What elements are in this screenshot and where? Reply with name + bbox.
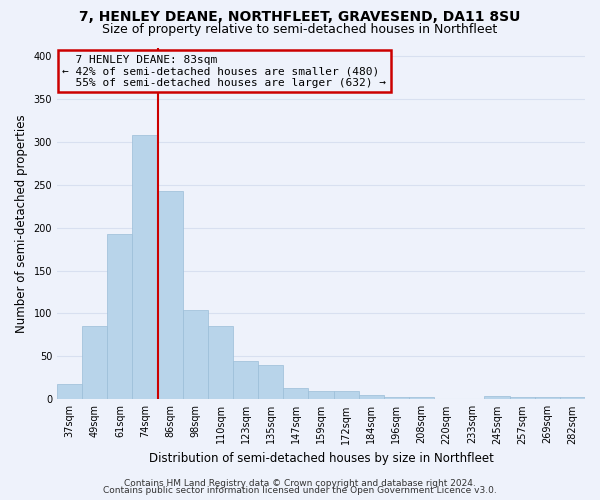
Bar: [158, 191, 183, 400]
Bar: [384, 396, 409, 400]
Text: Size of property relative to semi-detached houses in Northfleet: Size of property relative to semi-detach…: [103, 22, 497, 36]
Text: 7 HENLEY DEANE: 83sqm
← 42% of semi-detached houses are smaller (480)
  55% of s: 7 HENLEY DEANE: 83sqm ← 42% of semi-deta…: [62, 54, 386, 88]
Bar: [359, 395, 384, 400]
Bar: [334, 390, 359, 400]
Bar: [283, 388, 308, 400]
Bar: [233, 360, 258, 400]
Bar: [258, 365, 283, 400]
Text: 7, HENLEY DEANE, NORTHFLEET, GRAVESEND, DA11 8SU: 7, HENLEY DEANE, NORTHFLEET, GRAVESEND, …: [79, 10, 521, 24]
X-axis label: Distribution of semi-detached houses by size in Northfleet: Distribution of semi-detached houses by …: [149, 452, 493, 465]
Bar: [82, 326, 107, 400]
Bar: [509, 396, 535, 400]
Text: Contains HM Land Registry data © Crown copyright and database right 2024.: Contains HM Land Registry data © Crown c…: [124, 478, 476, 488]
Bar: [133, 135, 158, 400]
Bar: [107, 234, 133, 400]
Y-axis label: Number of semi-detached properties: Number of semi-detached properties: [15, 114, 28, 332]
Bar: [183, 310, 208, 400]
Bar: [560, 396, 585, 400]
Bar: [308, 390, 334, 400]
Bar: [57, 384, 82, 400]
Text: Contains public sector information licensed under the Open Government Licence v3: Contains public sector information licen…: [103, 486, 497, 495]
Bar: [484, 396, 509, 400]
Bar: [208, 326, 233, 400]
Bar: [409, 396, 434, 400]
Bar: [535, 396, 560, 400]
